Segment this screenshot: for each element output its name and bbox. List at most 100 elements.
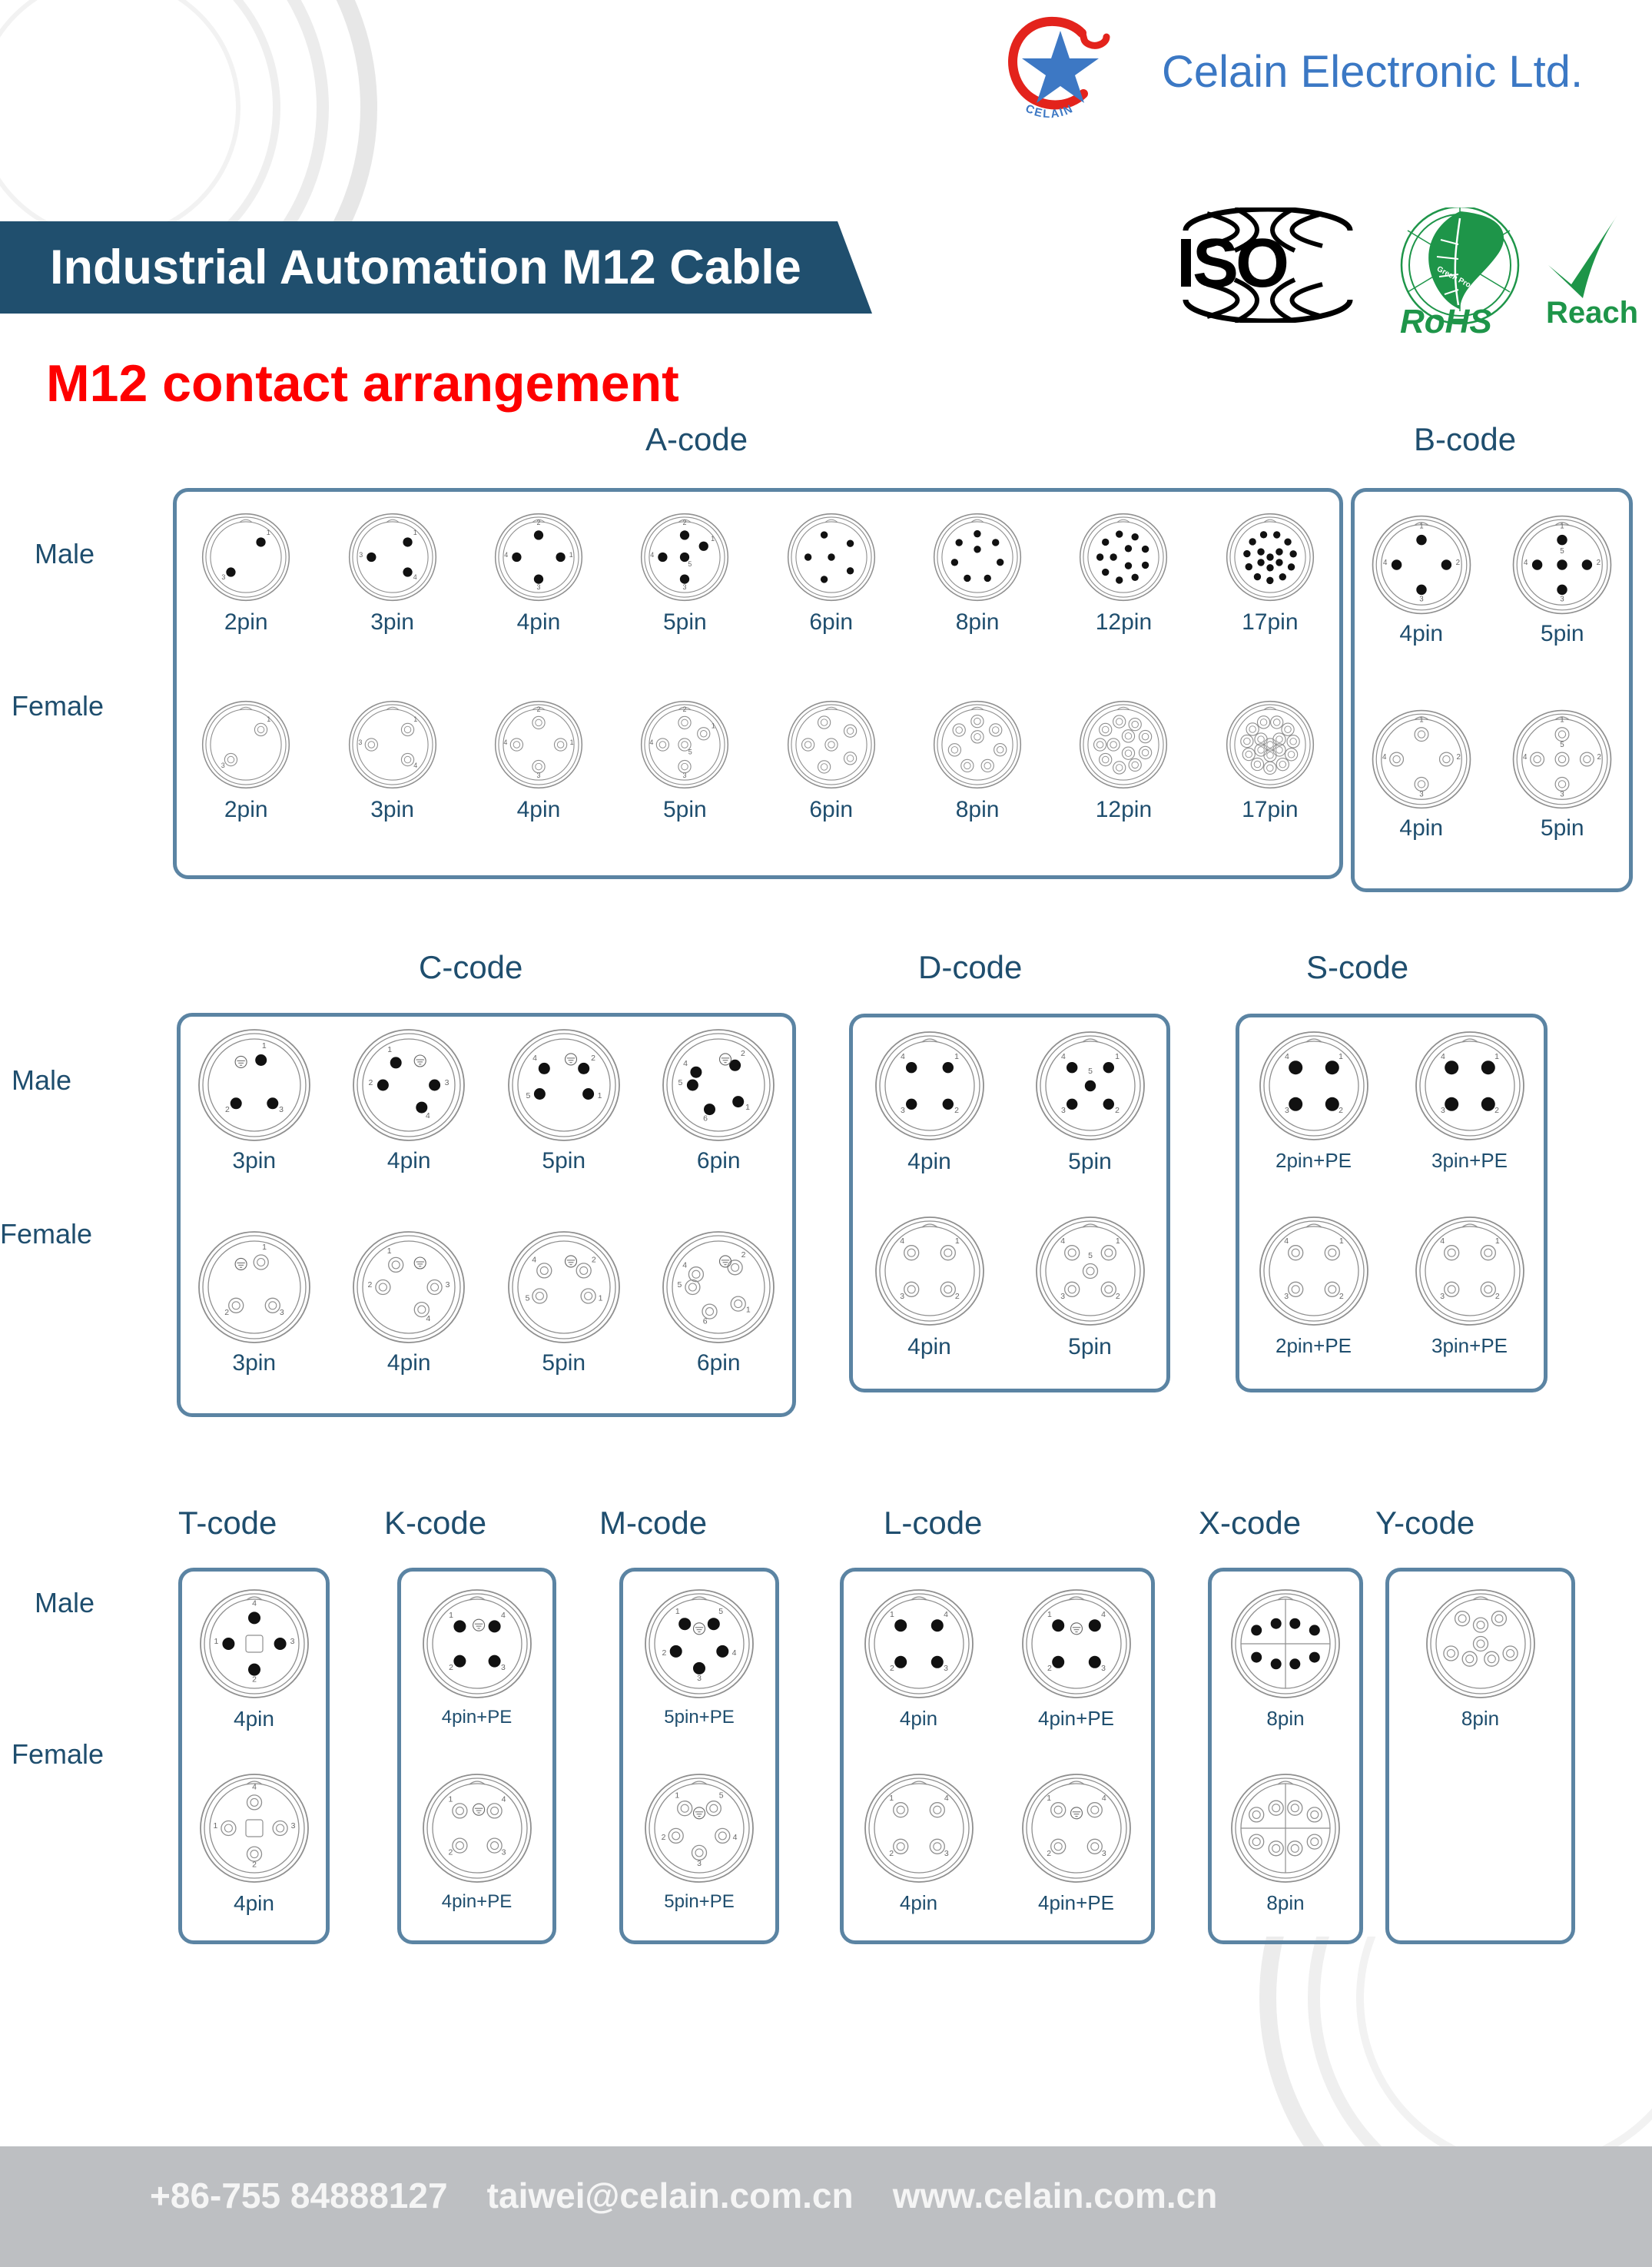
svg-text:4: 4	[503, 739, 507, 746]
svg-text:2: 2	[1339, 1106, 1343, 1115]
svg-text:3: 3	[359, 551, 363, 559]
svg-text:3: 3	[358, 739, 362, 746]
svg-text:3: 3	[1101, 1849, 1106, 1858]
svg-text:1: 1	[1561, 523, 1564, 531]
svg-text:4: 4	[532, 1256, 536, 1265]
svg-text:2: 2	[536, 519, 540, 526]
svg-text:3: 3	[1284, 1106, 1289, 1115]
svg-text:2: 2	[1456, 753, 1460, 762]
svg-text:1: 1	[262, 1243, 267, 1252]
svg-text:5: 5	[719, 1791, 724, 1800]
svg-text:2: 2	[1047, 1664, 1051, 1673]
svg-text:3: 3	[1284, 1292, 1289, 1301]
svg-text:3: 3	[697, 1859, 702, 1868]
svg-text:4: 4	[650, 739, 654, 746]
svg-text:2: 2	[592, 1256, 596, 1265]
svg-text:5: 5	[1088, 1067, 1093, 1076]
svg-text:4: 4	[900, 1052, 904, 1061]
svg-text:3: 3	[500, 1663, 505, 1672]
svg-text:1: 1	[413, 529, 416, 536]
svg-text:3: 3	[697, 1674, 702, 1683]
svg-text:4: 4	[426, 1111, 430, 1120]
svg-text:3: 3	[683, 772, 687, 779]
svg-text:2: 2	[591, 1054, 595, 1063]
svg-text:3: 3	[536, 583, 540, 591]
svg-text:3: 3	[1060, 1292, 1065, 1301]
svg-text:1: 1	[1339, 1052, 1343, 1061]
svg-text:1: 1	[675, 1791, 679, 1800]
svg-text:1: 1	[711, 535, 715, 543]
svg-text:2: 2	[1339, 1292, 1343, 1301]
svg-text:1: 1	[1561, 716, 1564, 725]
svg-text:2: 2	[252, 1860, 257, 1870]
svg-text:2: 2	[954, 1292, 959, 1301]
svg-text:2: 2	[1115, 1292, 1120, 1301]
svg-text:3: 3	[536, 772, 540, 779]
svg-text:4: 4	[1524, 559, 1528, 567]
svg-text:1: 1	[262, 1041, 267, 1051]
svg-text:1: 1	[675, 1607, 680, 1616]
svg-text:3: 3	[944, 1664, 948, 1673]
svg-text:4: 4	[1523, 753, 1528, 762]
svg-text:1: 1	[745, 1103, 750, 1112]
svg-text:3: 3	[944, 1849, 948, 1858]
svg-text:2: 2	[889, 1664, 894, 1673]
svg-text:4: 4	[732, 1648, 737, 1658]
svg-text:1: 1	[889, 1794, 894, 1803]
svg-text:3: 3	[290, 1637, 294, 1646]
svg-text:2: 2	[741, 1049, 745, 1058]
svg-text:4: 4	[413, 573, 416, 581]
svg-text:5: 5	[678, 1280, 682, 1290]
svg-text:5: 5	[526, 1091, 530, 1100]
svg-text:2: 2	[1597, 559, 1601, 567]
svg-text:3: 3	[501, 1848, 506, 1857]
svg-text:5: 5	[1561, 547, 1565, 556]
svg-text:2: 2	[224, 1308, 229, 1317]
svg-text:3: 3	[222, 573, 226, 581]
svg-text:2: 2	[1115, 1106, 1120, 1115]
svg-text:4: 4	[900, 1236, 904, 1246]
svg-text:1: 1	[214, 1637, 218, 1646]
svg-text:3: 3	[683, 583, 687, 591]
svg-text:4: 4	[426, 1314, 431, 1323]
svg-text:1: 1	[1494, 1052, 1499, 1061]
svg-text:4: 4	[733, 1833, 738, 1842]
svg-text:3: 3	[1060, 1106, 1065, 1115]
svg-text:4: 4	[683, 1059, 688, 1068]
svg-text:1: 1	[448, 1794, 453, 1804]
svg-text:3: 3	[280, 1308, 284, 1317]
svg-text:1: 1	[413, 715, 417, 723]
svg-text:3: 3	[900, 1292, 904, 1301]
svg-text:4: 4	[1284, 1236, 1289, 1246]
svg-text:ISO: ISO	[1179, 225, 1287, 302]
svg-text:4: 4	[683, 1261, 688, 1270]
svg-text:4: 4	[1101, 1610, 1106, 1619]
svg-text:1: 1	[954, 1052, 959, 1061]
svg-text:2: 2	[369, 1078, 373, 1087]
svg-text:1: 1	[213, 1821, 217, 1831]
svg-text:5: 5	[678, 1078, 683, 1087]
svg-text:3: 3	[446, 1280, 450, 1290]
svg-text:1: 1	[569, 551, 573, 559]
svg-text:1: 1	[1419, 716, 1423, 725]
svg-text:1: 1	[889, 1610, 894, 1619]
svg-text:1: 1	[1115, 1052, 1120, 1061]
svg-text:6: 6	[703, 1114, 708, 1124]
svg-text:1: 1	[388, 1045, 393, 1054]
svg-text:2: 2	[1455, 559, 1459, 567]
svg-text:1: 1	[1419, 523, 1423, 531]
svg-text:4: 4	[413, 762, 417, 769]
svg-text:Reach: Reach	[1546, 296, 1638, 330]
svg-text:4: 4	[504, 551, 508, 559]
svg-text:4: 4	[501, 1794, 506, 1804]
svg-text:1: 1	[387, 1246, 392, 1256]
svg-text:2: 2	[683, 705, 687, 713]
svg-text:2: 2	[889, 1849, 894, 1858]
svg-text:4: 4	[1383, 559, 1388, 567]
svg-text:5: 5	[688, 560, 692, 568]
svg-text:4: 4	[1440, 1236, 1445, 1246]
svg-text:2: 2	[741, 1250, 746, 1260]
svg-text:1: 1	[712, 722, 715, 729]
svg-text:1: 1	[954, 1236, 959, 1246]
svg-text:5: 5	[718, 1607, 723, 1616]
